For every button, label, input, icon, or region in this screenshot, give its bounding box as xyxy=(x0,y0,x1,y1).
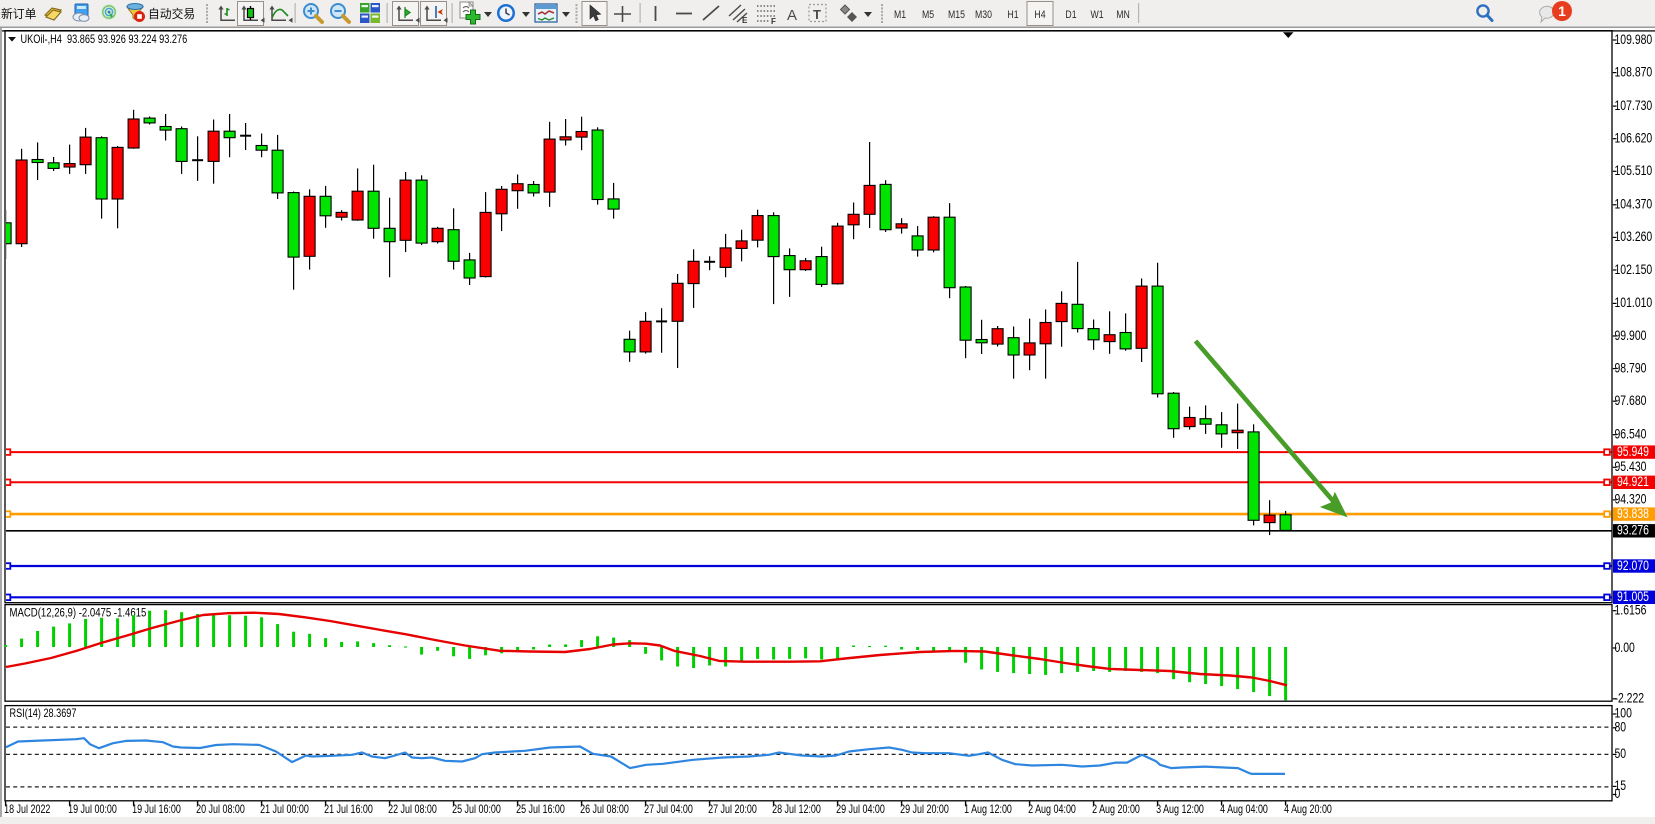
svg-text:E: E xyxy=(742,16,748,25)
svg-text:H1: H1 xyxy=(1007,9,1019,21)
svg-text:25 Jul 16:00: 25 Jul 16:00 xyxy=(516,804,565,816)
svg-text:2 Aug 20:00: 2 Aug 20:00 xyxy=(1092,804,1140,816)
svg-text:20 Jul 08:00: 20 Jul 08:00 xyxy=(196,804,245,816)
svg-text:21 Jul 00:00: 21 Jul 00:00 xyxy=(260,804,309,816)
svg-text:新订单: 新订单 xyxy=(1,7,37,21)
svg-text:108.870: 108.870 xyxy=(1615,64,1653,80)
svg-text:28 Jul 12:00: 28 Jul 12:00 xyxy=(772,804,821,816)
svg-text:102.150: 102.150 xyxy=(1615,262,1653,278)
svg-text:96.540: 96.540 xyxy=(1615,426,1647,442)
svg-text:1: 1 xyxy=(1558,3,1566,19)
svg-text:21 Jul 16:00: 21 Jul 16:00 xyxy=(324,804,373,816)
svg-text:104.370: 104.370 xyxy=(1615,196,1653,212)
svg-text:93.276: 93.276 xyxy=(1617,522,1649,538)
svg-text:MN: MN xyxy=(1116,9,1130,21)
svg-text:T: T xyxy=(813,7,821,22)
svg-text:22 Jul 08:00: 22 Jul 08:00 xyxy=(388,804,437,816)
svg-text:自动交易: 自动交易 xyxy=(148,7,195,21)
svg-text:93.838: 93.838 xyxy=(1617,506,1649,522)
svg-text:27 Jul 20:00: 27 Jul 20:00 xyxy=(708,804,757,816)
svg-text:15: 15 xyxy=(1615,778,1627,794)
svg-text:27 Jul 04:00: 27 Jul 04:00 xyxy=(644,804,693,816)
svg-text:95.949: 95.949 xyxy=(1617,444,1649,460)
svg-text:A: A xyxy=(787,7,797,24)
svg-text:101.010: 101.010 xyxy=(1615,295,1653,311)
svg-text:-2.222: -2.222 xyxy=(1615,690,1645,706)
svg-text:99.900: 99.900 xyxy=(1615,328,1647,344)
svg-text:19 Jul 00:00: 19 Jul 00:00 xyxy=(68,804,117,816)
svg-text:106.620: 106.620 xyxy=(1615,130,1653,146)
svg-text:M5: M5 xyxy=(922,9,934,21)
svg-text:M30: M30 xyxy=(975,9,992,21)
svg-text:109.980: 109.980 xyxy=(1615,32,1653,48)
svg-text:107.730: 107.730 xyxy=(1615,98,1653,114)
svg-text:3 Aug 12:00: 3 Aug 12:00 xyxy=(1156,804,1204,816)
svg-text:UKOil-,H4 93.865 93.926 93.22: UKOil-,H4 93.865 93.926 93.224 93.276 xyxy=(21,33,188,46)
svg-text:26 Jul 08:00: 26 Jul 08:00 xyxy=(580,804,629,816)
svg-text:W1: W1 xyxy=(1090,9,1103,21)
svg-text:0: 0 xyxy=(1615,786,1621,802)
svg-text:1 Aug 12:00: 1 Aug 12:00 xyxy=(964,804,1012,816)
svg-text:98.790: 98.790 xyxy=(1615,360,1647,376)
svg-text:29 Jul 20:00: 29 Jul 20:00 xyxy=(900,804,949,816)
svg-text:50: 50 xyxy=(1615,746,1627,762)
svg-text:103.260: 103.260 xyxy=(1615,229,1653,245)
svg-text:25 Jul 00:00: 25 Jul 00:00 xyxy=(452,804,501,816)
svg-text:80: 80 xyxy=(1615,719,1627,735)
svg-text:MACD(12,26,9) -2.0475 -1.4615: MACD(12,26,9) -2.0475 -1.4615 xyxy=(10,606,147,619)
svg-text:105.510: 105.510 xyxy=(1615,163,1653,179)
svg-text:1.6156: 1.6156 xyxy=(1615,602,1647,618)
svg-text:2 Aug 04:00: 2 Aug 04:00 xyxy=(1028,804,1076,816)
svg-text:RSI(14) 28.3697: RSI(14) 28.3697 xyxy=(10,708,77,720)
svg-text:94.320: 94.320 xyxy=(1615,491,1647,507)
svg-text:29 Jul 04:00: 29 Jul 04:00 xyxy=(836,804,885,816)
svg-text:19 Jul 16:00: 19 Jul 16:00 xyxy=(132,804,181,816)
svg-text:92.070: 92.070 xyxy=(1617,558,1649,574)
svg-text:97.680: 97.680 xyxy=(1615,393,1647,409)
svg-text:4 Aug 04:00: 4 Aug 04:00 xyxy=(1220,804,1268,816)
svg-text:100: 100 xyxy=(1615,705,1633,721)
svg-text:91.005: 91.005 xyxy=(1617,589,1649,605)
svg-text:95.430: 95.430 xyxy=(1615,459,1647,475)
svg-text:18 Jul 2022: 18 Jul 2022 xyxy=(4,804,51,816)
svg-text:H4: H4 xyxy=(1034,9,1046,21)
svg-text:D1: D1 xyxy=(1065,9,1077,21)
svg-text:M15: M15 xyxy=(948,9,965,21)
svg-text:94.921: 94.921 xyxy=(1617,474,1649,490)
svg-text:F: F xyxy=(771,17,776,26)
svg-text:M1: M1 xyxy=(894,9,906,21)
svg-text:4 Aug 20:00: 4 Aug 20:00 xyxy=(1284,804,1332,816)
svg-text:0.00: 0.00 xyxy=(1615,640,1636,656)
